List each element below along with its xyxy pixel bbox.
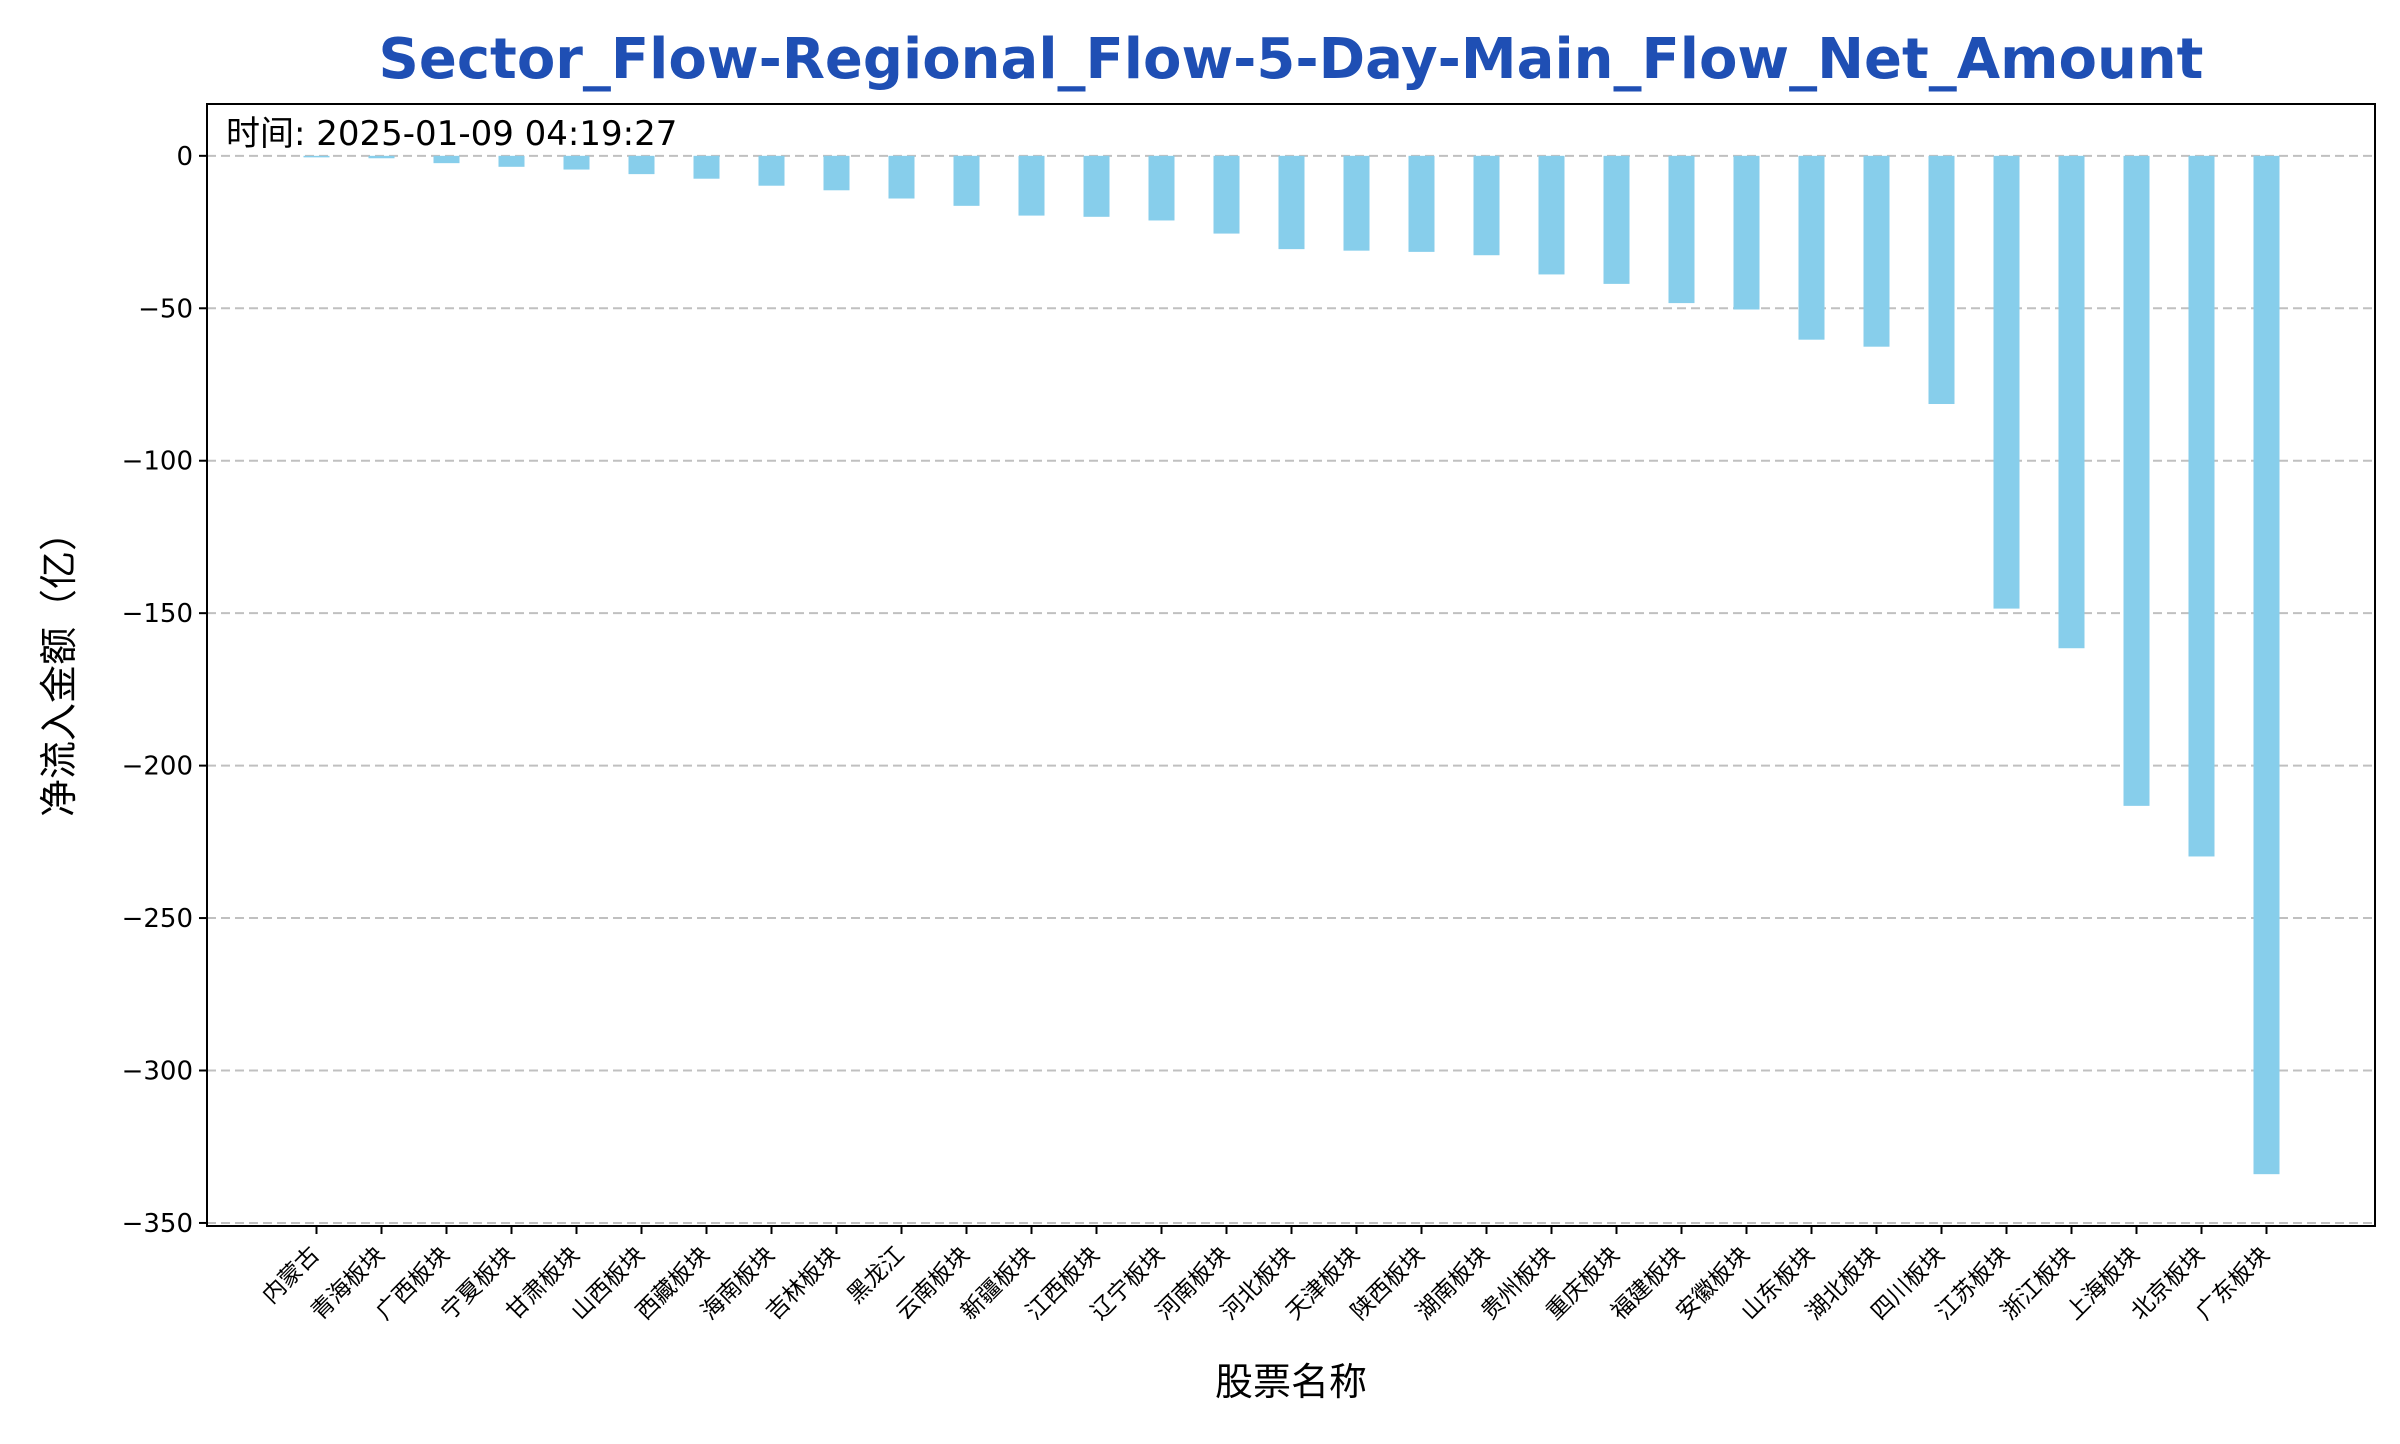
- y-tick-label: −250: [122, 904, 193, 934]
- bar: [2058, 155, 2085, 649]
- bar: [693, 155, 720, 179]
- y-tick-label: −50: [138, 294, 193, 324]
- bar: [368, 155, 395, 159]
- bar: [758, 155, 785, 186]
- bar: [1798, 155, 1825, 340]
- bar: [1213, 155, 1240, 234]
- bar: [823, 155, 850, 191]
- bar: [1993, 155, 2020, 609]
- bar: [433, 155, 460, 164]
- bar: [1148, 155, 1175, 221]
- bar: [1928, 155, 1955, 405]
- bar: [2123, 155, 2150, 806]
- bar: [563, 155, 590, 170]
- bar: [303, 155, 330, 158]
- y-tick-label: 0: [176, 142, 193, 172]
- bar: [498, 155, 525, 167]
- bar: [1473, 155, 1500, 256]
- bar: [2253, 155, 2280, 1175]
- y-tick-label: −100: [122, 447, 193, 477]
- bar: [2188, 155, 2215, 857]
- bar: [1863, 155, 1890, 347]
- bar: [888, 155, 915, 199]
- bar: [1018, 155, 1045, 216]
- bar: [1538, 155, 1565, 275]
- bar: [953, 155, 980, 206]
- x-axis-label: 股票名称: [1215, 1360, 1367, 1404]
- bar: [628, 155, 655, 175]
- bar: [1668, 155, 1695, 304]
- y-tick-label: −200: [122, 752, 193, 782]
- bar: [1733, 155, 1760, 310]
- bars: [303, 155, 2280, 1175]
- bar: [1083, 155, 1110, 217]
- bar: [1603, 155, 1630, 284]
- y-tick-label: −300: [122, 1057, 193, 1087]
- bar: [1278, 155, 1305, 250]
- y-axis-label: 净流入金额（亿）: [37, 513, 81, 817]
- bar: [1343, 155, 1370, 251]
- timestamp-annotation: 时间: 2025-01-09 04:19:27: [226, 114, 677, 154]
- chart-title: Sector_Flow-Regional_Flow-5-Day-Main_Flo…: [379, 27, 2204, 92]
- y-tick-label: −150: [122, 599, 193, 629]
- y-axis-ticks: 0 −50 −100 −150 −200 −250 −300 −350: [122, 142, 207, 1239]
- y-tick-label: −350: [122, 1209, 193, 1239]
- bar: [1408, 155, 1435, 252]
